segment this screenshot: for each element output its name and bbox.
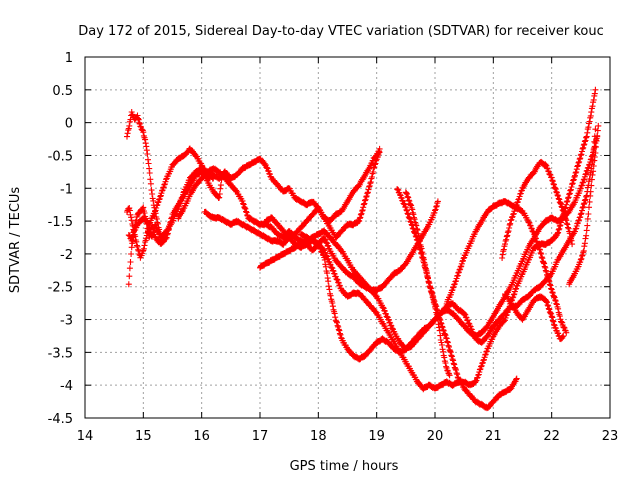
chart-title: Day 172 of 2015, Sidereal Day-to-day VTE… (78, 24, 604, 39)
y-tick-label: -1 (60, 182, 73, 197)
series-markers (297, 86, 599, 393)
x-tick-label: 23 (602, 429, 619, 444)
x-tick-label: 21 (485, 429, 502, 444)
x-axis-label: GPS time / hours (290, 459, 399, 474)
series-track-15 (502, 291, 567, 343)
y-tick-label: -3 (60, 314, 73, 329)
x-tick-label: 15 (135, 429, 152, 444)
series-markers (125, 145, 234, 288)
x-tick-label: 19 (368, 429, 385, 444)
y-tick-label: -3.5 (48, 346, 73, 361)
data-layer (124, 86, 602, 412)
y-tick-label: 1 (65, 51, 73, 66)
x-tick-label: 18 (310, 429, 327, 444)
series-track-4 (124, 109, 167, 244)
series-track-6 (201, 145, 383, 248)
series-markers (499, 158, 576, 261)
series-track-13 (499, 158, 576, 261)
series-markers (502, 291, 567, 343)
y-tick-label: 0 (65, 117, 73, 132)
y-tick-label: -4 (60, 379, 73, 394)
y-tick-label: -2.5 (48, 281, 73, 296)
tick-labels: 14 15 16 17 18 19 20 21 22 23 1 0.5 0 -0.5 -1 -1.5 -2 -2.… (48, 51, 619, 444)
series-markers (201, 145, 383, 248)
series-markers (566, 122, 602, 288)
y-tick-label: 0.5 (52, 84, 73, 99)
y-tick-label: -2 (60, 248, 73, 263)
series-track-9 (297, 86, 599, 393)
plot-frame (84, 56, 611, 419)
y-tick-label: -4.5 (48, 412, 73, 427)
x-tick-label: 17 (252, 429, 269, 444)
x-tick-label: 20 (427, 429, 444, 444)
series-markers (402, 189, 453, 379)
series-track-11 (402, 189, 453, 379)
series-track-3 (125, 145, 234, 288)
x-tick-label: 16 (193, 429, 210, 444)
ticks (84, 56, 611, 419)
y-tick-label: -0.5 (48, 149, 73, 164)
series-markers (124, 109, 167, 244)
series-track-14 (566, 122, 602, 288)
x-tick-label: 14 (77, 429, 94, 444)
y-axis-label: SDTVAR / TECUs (8, 187, 23, 294)
x-tick-label: 22 (543, 429, 560, 444)
y-tick-label: -1.5 (48, 215, 73, 230)
